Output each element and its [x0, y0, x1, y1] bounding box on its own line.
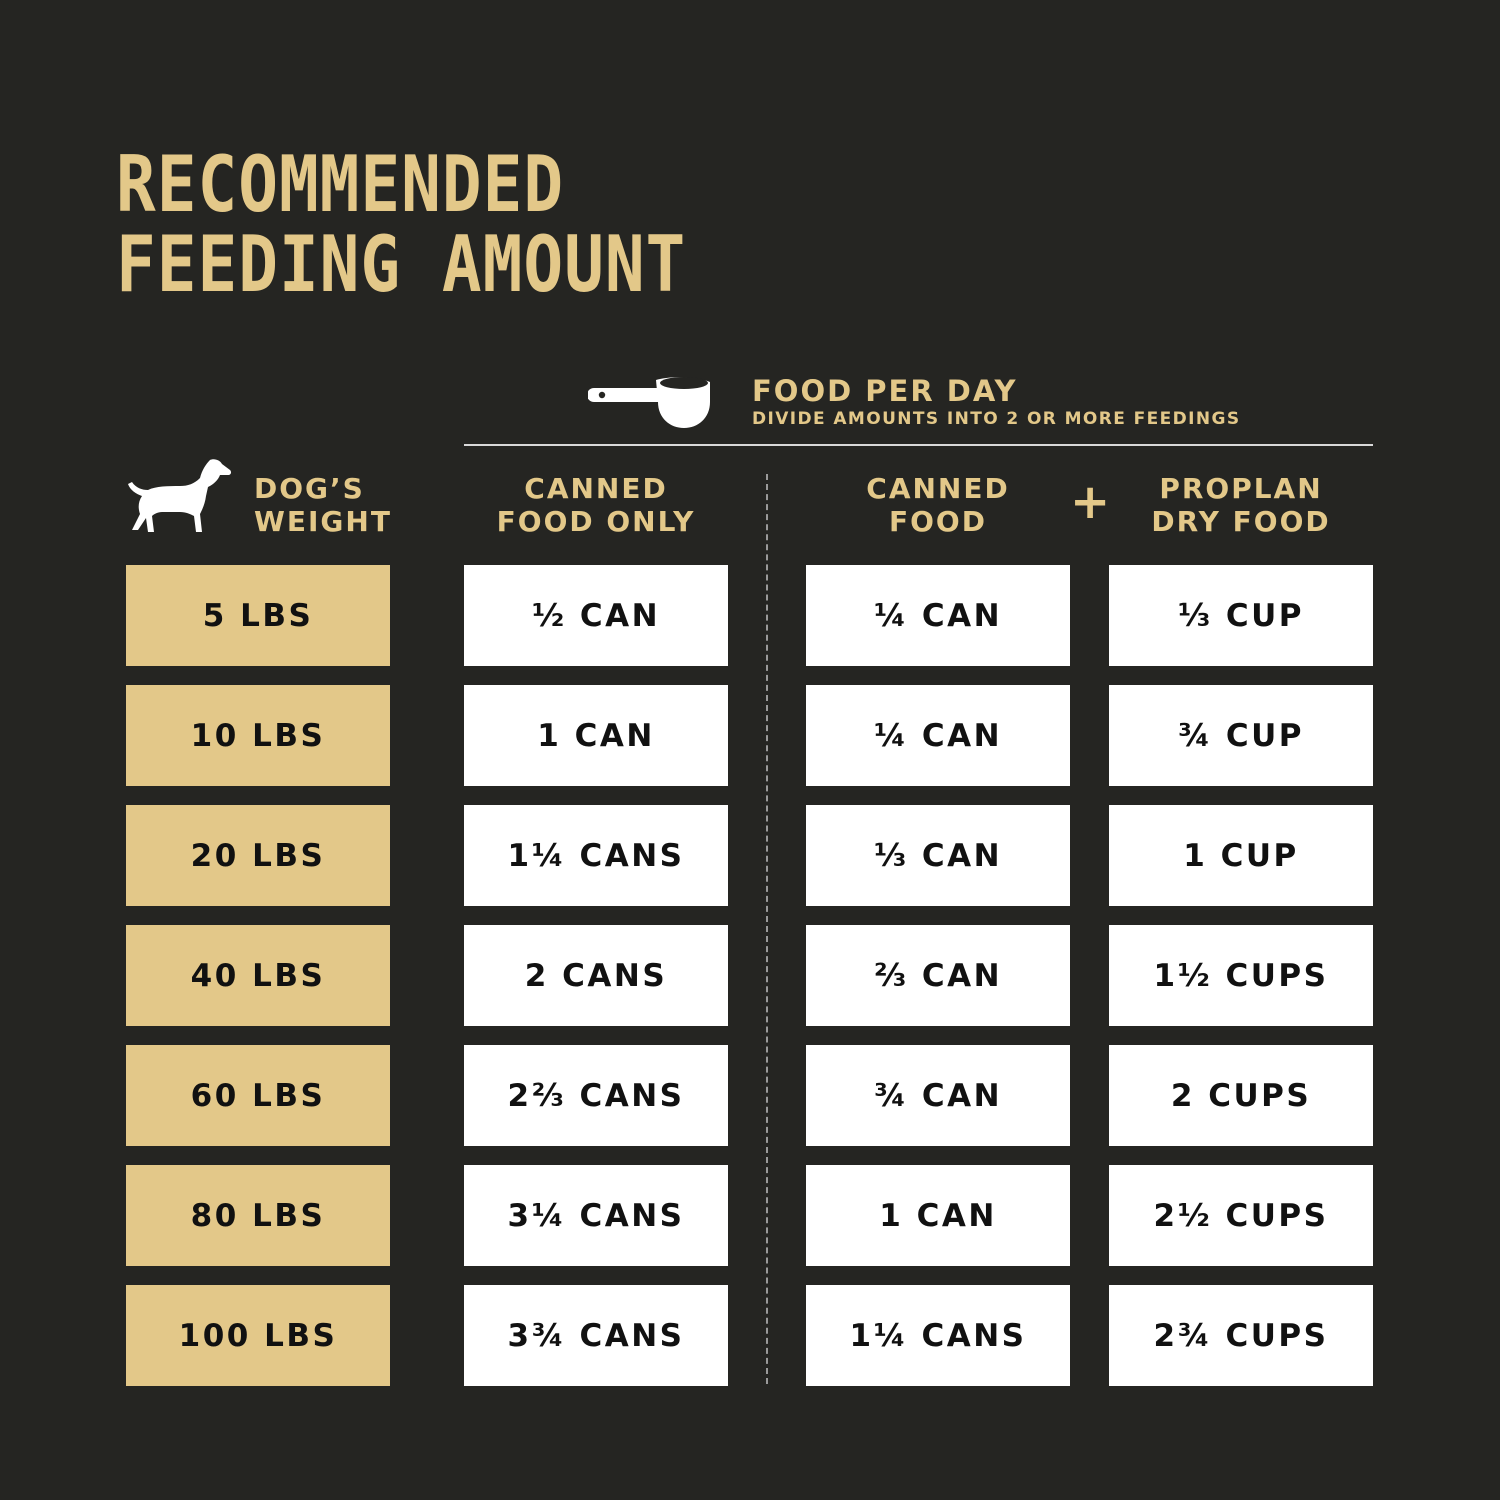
page-title-line1: RECOMMENDED	[116, 138, 565, 230]
dry-food-cell: 1 CUP	[1109, 805, 1373, 906]
header-canned-only-line1: CANNED	[524, 472, 668, 505]
column-divider	[766, 474, 768, 1384]
header-canned-line2: FOOD	[889, 505, 987, 538]
header-dogs-weight-line2: WEIGHT	[254, 505, 392, 538]
weight-cell: 80 LBS	[126, 1165, 390, 1266]
header-canned-food: CANNED FOOD	[806, 472, 1070, 538]
dry-food-cell: ⅓ CUP	[1109, 565, 1373, 666]
weight-cell: 20 LBS	[126, 805, 390, 906]
canned-cell: ¾ CAN	[806, 1045, 1070, 1146]
canned-cell: 1¼ CANS	[806, 1285, 1070, 1386]
canned-cell: ⅓ CAN	[806, 805, 1070, 906]
dry-food-cell: 2½ CUPS	[1109, 1165, 1373, 1266]
page-title-line2: FEEDING AMOUNT	[116, 218, 687, 310]
header-dry-line2: DRY FOOD	[1151, 505, 1331, 538]
measuring-cup-icon	[588, 377, 710, 428]
canned-cell: ¼ CAN	[806, 565, 1070, 666]
canned-only-cell: 2 CANS	[464, 925, 728, 1026]
canned-only-cell: 2⅔ CANS	[464, 1045, 728, 1146]
header-dogs-weight: DOG’S WEIGHT	[254, 472, 392, 538]
dry-food-cell: 2 CUPS	[1109, 1045, 1373, 1146]
food-per-day-title: FOOD PER DAY	[752, 374, 1018, 408]
header-divider	[464, 444, 1373, 446]
header-dry-line1: PROPLAN	[1159, 472, 1323, 505]
header-canned-food-only: CANNED FOOD ONLY	[464, 472, 728, 538]
canned-cell: 1 CAN	[806, 1165, 1070, 1266]
weight-cell: 60 LBS	[126, 1045, 390, 1146]
plus-sign: +	[1070, 474, 1111, 530]
header-canned-line1: CANNED	[866, 472, 1010, 505]
canned-only-cell: ½ CAN	[464, 565, 728, 666]
header-dogs-weight-line1: DOG’S	[254, 472, 365, 505]
weight-cell: 40 LBS	[126, 925, 390, 1026]
dog-icon	[128, 459, 232, 532]
canned-cell: ¼ CAN	[806, 685, 1070, 786]
canned-only-cell: 3¾ CANS	[464, 1285, 728, 1386]
canned-only-cell: 3¼ CANS	[464, 1165, 728, 1266]
weight-cell: 10 LBS	[126, 685, 390, 786]
canned-only-cell: 1 CAN	[464, 685, 728, 786]
header-proplan-dry-food: PROPLAN DRY FOOD	[1109, 472, 1373, 538]
weight-cell: 100 LBS	[126, 1285, 390, 1386]
food-per-day-subtitle: DIVIDE AMOUNTS INTO 2 OR MORE FEEDINGS	[752, 409, 1241, 429]
canned-cell: ⅔ CAN	[806, 925, 1070, 1026]
dry-food-cell: 2¾ CUPS	[1109, 1285, 1373, 1386]
header-canned-only-line2: FOOD ONLY	[496, 505, 696, 538]
canned-only-cell: 1¼ CANS	[464, 805, 728, 906]
weight-cell: 5 LBS	[126, 565, 390, 666]
dry-food-cell: ¾ CUP	[1109, 685, 1373, 786]
dry-food-cell: 1½ CUPS	[1109, 925, 1373, 1026]
